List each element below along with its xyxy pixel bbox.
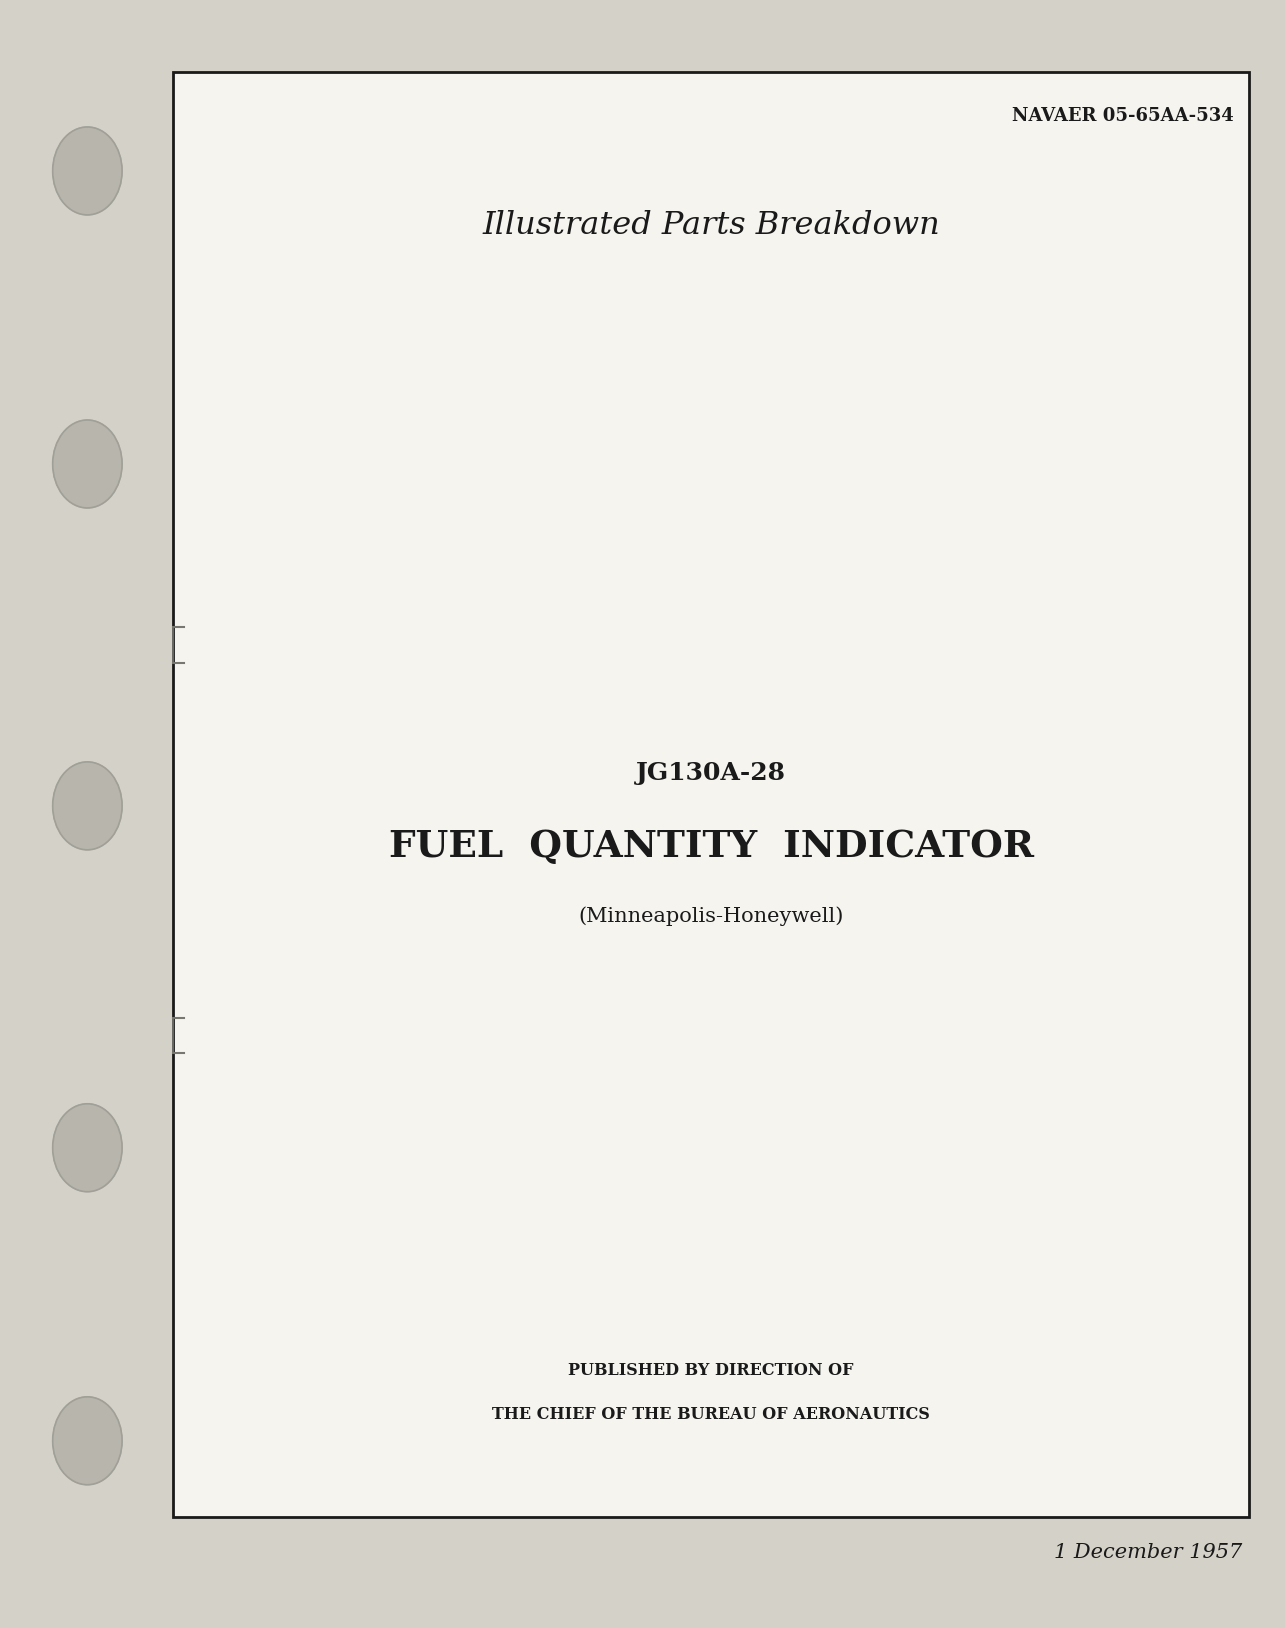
Bar — [173, 72, 1249, 1517]
Text: FUEL  QUANTITY  INDICATOR: FUEL QUANTITY INDICATOR — [389, 829, 1033, 864]
Text: JG130A-28: JG130A-28 — [636, 762, 786, 785]
Circle shape — [53, 1104, 122, 1192]
Circle shape — [53, 1397, 122, 1485]
Text: (Minneapolis-Honeywell): (Minneapolis-Honeywell) — [578, 907, 844, 926]
Text: NAVAER 05-65AA-534: NAVAER 05-65AA-534 — [1011, 107, 1234, 125]
Text: PUBLISHED BY DIRECTION OF: PUBLISHED BY DIRECTION OF — [568, 1363, 855, 1379]
Circle shape — [53, 762, 122, 850]
Text: 1 December 1957: 1 December 1957 — [1055, 1543, 1243, 1563]
Text: THE CHIEF OF THE BUREAU OF AERONAUTICS: THE CHIEF OF THE BUREAU OF AERONAUTICS — [492, 1407, 930, 1423]
Text: Illustrated Parts Breakdown: Illustrated Parts Breakdown — [482, 210, 941, 241]
Circle shape — [53, 127, 122, 215]
Circle shape — [53, 420, 122, 508]
